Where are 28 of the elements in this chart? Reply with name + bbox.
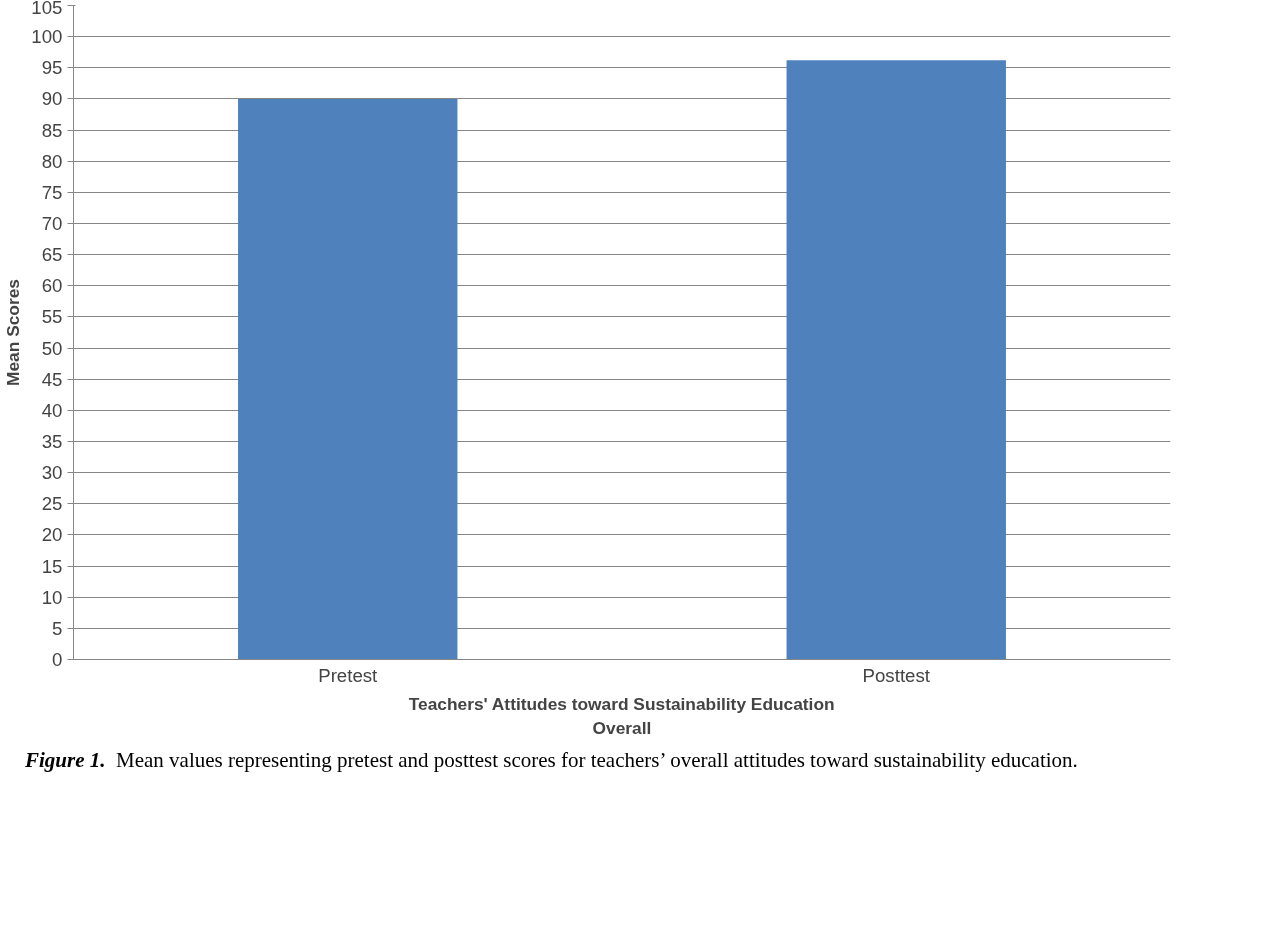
y-tick-label: 70 xyxy=(41,213,63,234)
y-tick-label: 20 xyxy=(41,524,63,546)
y-tick-label: 65 xyxy=(41,244,63,266)
text: Mean values representing pretest and posttest scores for teachers’ overall attitudes toward sustainability education. xyxy=(116,748,1078,772)
y-tick-label: 5 xyxy=(52,617,63,639)
y-tick-label: 60 xyxy=(41,275,63,297)
y-tick-label: 35 xyxy=(41,431,63,452)
y-tick-label: 50 xyxy=(41,337,63,359)
x-axis-title: Teachers' Attitudes toward Sustainability Education Overall xyxy=(408,693,835,738)
y-tick-label: 75 xyxy=(41,181,63,203)
y-tick-label: 90 xyxy=(41,88,63,110)
y-tick-label: 85 xyxy=(41,119,63,141)
y-tick-label: 0 xyxy=(52,649,63,670)
y-tick-label: 40 xyxy=(41,399,63,421)
y-tick-label: 25 xyxy=(41,493,63,515)
y-axis-title: Mean Scores xyxy=(3,279,24,386)
y-tick-label: 100 xyxy=(31,26,63,48)
y-tick-label: 80 xyxy=(41,150,63,172)
y-tick-label: 95 xyxy=(41,57,63,79)
y-tick-label: 105 xyxy=(31,0,63,18)
y-tick-label: 10 xyxy=(41,586,63,608)
x-tick-label: Pretest xyxy=(318,664,379,686)
y-tick-label: 45 xyxy=(41,368,63,390)
y-tick-label: 15 xyxy=(41,555,63,577)
caption: Figure 1. xyxy=(25,748,106,772)
y-tick-label: 55 xyxy=(41,306,63,328)
y-tick-label: 30 xyxy=(41,462,63,484)
x-tick-label: Posttest xyxy=(862,664,931,686)
